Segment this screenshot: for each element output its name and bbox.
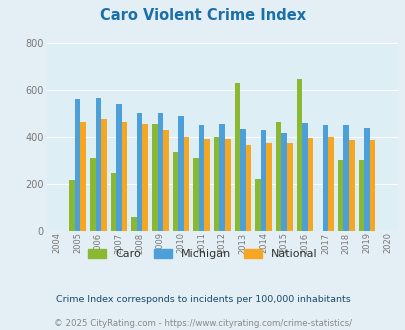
Bar (101, 119, 107, 231)
Bar (122, 122, 127, 231)
Bar (260, 130, 266, 231)
Bar (90, 158, 95, 231)
Text: Caro Violent Crime Index: Caro Violent Crime Index (100, 8, 305, 23)
Bar (322, 125, 328, 231)
Bar (136, 114, 142, 231)
Bar (163, 130, 168, 231)
Bar (255, 179, 260, 231)
Bar (219, 124, 224, 231)
Bar (213, 137, 219, 231)
Bar (363, 128, 369, 231)
Bar (296, 79, 301, 231)
Bar (275, 122, 281, 231)
Bar (358, 160, 363, 231)
Bar (69, 181, 75, 231)
Text: © 2025 CityRating.com - https://www.cityrating.com/crime-statistics/: © 2025 CityRating.com - https://www.city… (54, 319, 351, 328)
Bar (151, 124, 157, 231)
Bar (337, 160, 343, 231)
Bar (116, 104, 121, 231)
Bar (110, 173, 116, 231)
Bar (178, 116, 183, 231)
Bar (157, 114, 163, 231)
Bar (172, 152, 178, 231)
Bar (301, 123, 307, 231)
Bar (75, 99, 80, 231)
Bar (193, 158, 198, 231)
Bar (369, 141, 374, 231)
Bar (307, 138, 313, 231)
Bar (198, 125, 204, 231)
Text: Crime Index corresponds to incidents per 100,000 inhabitants: Crime Index corresponds to incidents per… (55, 295, 350, 304)
Bar (80, 122, 86, 231)
Bar (131, 217, 136, 231)
Bar (348, 141, 354, 231)
Bar (245, 145, 251, 231)
Bar (343, 125, 348, 231)
Bar (286, 143, 292, 231)
Bar (95, 98, 101, 231)
Bar (234, 83, 240, 231)
Bar (266, 143, 271, 231)
Bar (204, 139, 209, 231)
Bar (281, 133, 286, 231)
Bar (328, 137, 333, 231)
Legend: Caro, Michigan, National: Caro, Michigan, National (84, 244, 321, 263)
Bar (142, 124, 148, 231)
Bar (224, 139, 230, 231)
Bar (183, 137, 189, 231)
Bar (240, 129, 245, 231)
